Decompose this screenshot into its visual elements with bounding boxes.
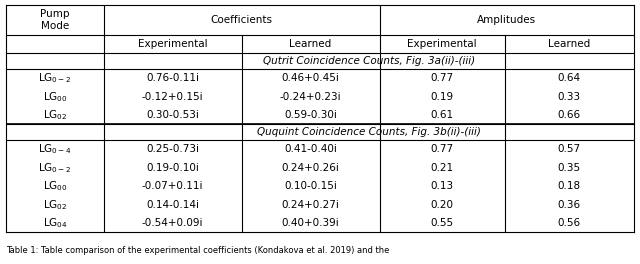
Text: Learned: Learned: [289, 39, 332, 49]
Text: 0.66: 0.66: [557, 110, 581, 120]
Text: Learned: Learned: [548, 39, 591, 49]
Text: -0.12+0.15i: -0.12+0.15i: [142, 92, 204, 102]
Text: 0.33: 0.33: [557, 92, 581, 102]
Text: LG$_{02}$: LG$_{02}$: [43, 198, 67, 211]
Text: 0.77: 0.77: [431, 144, 454, 154]
Text: 0.25-0.73i: 0.25-0.73i: [146, 144, 199, 154]
Text: 0.41-0.40i: 0.41-0.40i: [284, 144, 337, 154]
Text: 0.20: 0.20: [431, 200, 454, 210]
Text: -0.54+0.09i: -0.54+0.09i: [142, 218, 204, 228]
Text: LG$_{0-2}$: LG$_{0-2}$: [38, 71, 72, 85]
Text: -0.24+0.23i: -0.24+0.23i: [280, 92, 341, 102]
Text: Amplitudes: Amplitudes: [477, 15, 536, 25]
Text: Pump
Mode: Pump Mode: [40, 9, 70, 31]
Text: 0.10-0.15i: 0.10-0.15i: [284, 181, 337, 191]
Text: Coefficients: Coefficients: [211, 15, 273, 25]
Text: -0.07+0.11i: -0.07+0.11i: [142, 181, 204, 191]
Text: LG$_{04}$: LG$_{04}$: [43, 216, 67, 230]
Text: Experimental: Experimental: [138, 39, 207, 49]
Text: 0.59-0.30i: 0.59-0.30i: [284, 110, 337, 120]
Text: 0.64: 0.64: [557, 73, 581, 83]
Text: 0.24+0.27i: 0.24+0.27i: [282, 200, 340, 210]
Text: 0.56: 0.56: [557, 218, 581, 228]
Text: Table 1: Table comparison of the experimental coefficients (Kondakova et al. 201: Table 1: Table comparison of the experim…: [6, 246, 390, 255]
Text: Qutrit Coincidence Counts, Fig. 3a(ii)-(iii): Qutrit Coincidence Counts, Fig. 3a(ii)-(…: [262, 56, 475, 66]
Text: 0.40+0.39i: 0.40+0.39i: [282, 218, 339, 228]
Text: 0.21: 0.21: [431, 163, 454, 173]
Text: LG$_{02}$: LG$_{02}$: [43, 108, 67, 122]
Text: Experimental: Experimental: [408, 39, 477, 49]
Text: 0.13: 0.13: [431, 181, 454, 191]
Text: LG$_{0-4}$: LG$_{0-4}$: [38, 142, 72, 156]
Text: 0.57: 0.57: [557, 144, 581, 154]
Text: 0.61: 0.61: [431, 110, 454, 120]
Text: 0.77: 0.77: [431, 73, 454, 83]
Text: 0.19: 0.19: [431, 92, 454, 102]
Text: 0.35: 0.35: [557, 163, 581, 173]
Text: Ququint Coincidence Counts, Fig. 3b(ii)-(iii): Ququint Coincidence Counts, Fig. 3b(ii)-…: [257, 127, 481, 137]
Text: 0.46+0.45i: 0.46+0.45i: [282, 73, 340, 83]
Text: 0.30-0.53i: 0.30-0.53i: [146, 110, 199, 120]
Text: 0.55: 0.55: [431, 218, 454, 228]
Text: 0.24+0.26i: 0.24+0.26i: [282, 163, 340, 173]
Text: LG$_{0-2}$: LG$_{0-2}$: [38, 161, 72, 175]
Text: 0.18: 0.18: [557, 181, 581, 191]
Text: LG$_{00}$: LG$_{00}$: [43, 179, 67, 193]
Text: 0.14-0.14i: 0.14-0.14i: [146, 200, 199, 210]
Text: 0.19-0.10i: 0.19-0.10i: [146, 163, 199, 173]
Text: 0.36: 0.36: [557, 200, 581, 210]
Text: LG$_{00}$: LG$_{00}$: [43, 90, 67, 103]
Text: 0.76-0.11i: 0.76-0.11i: [146, 73, 199, 83]
